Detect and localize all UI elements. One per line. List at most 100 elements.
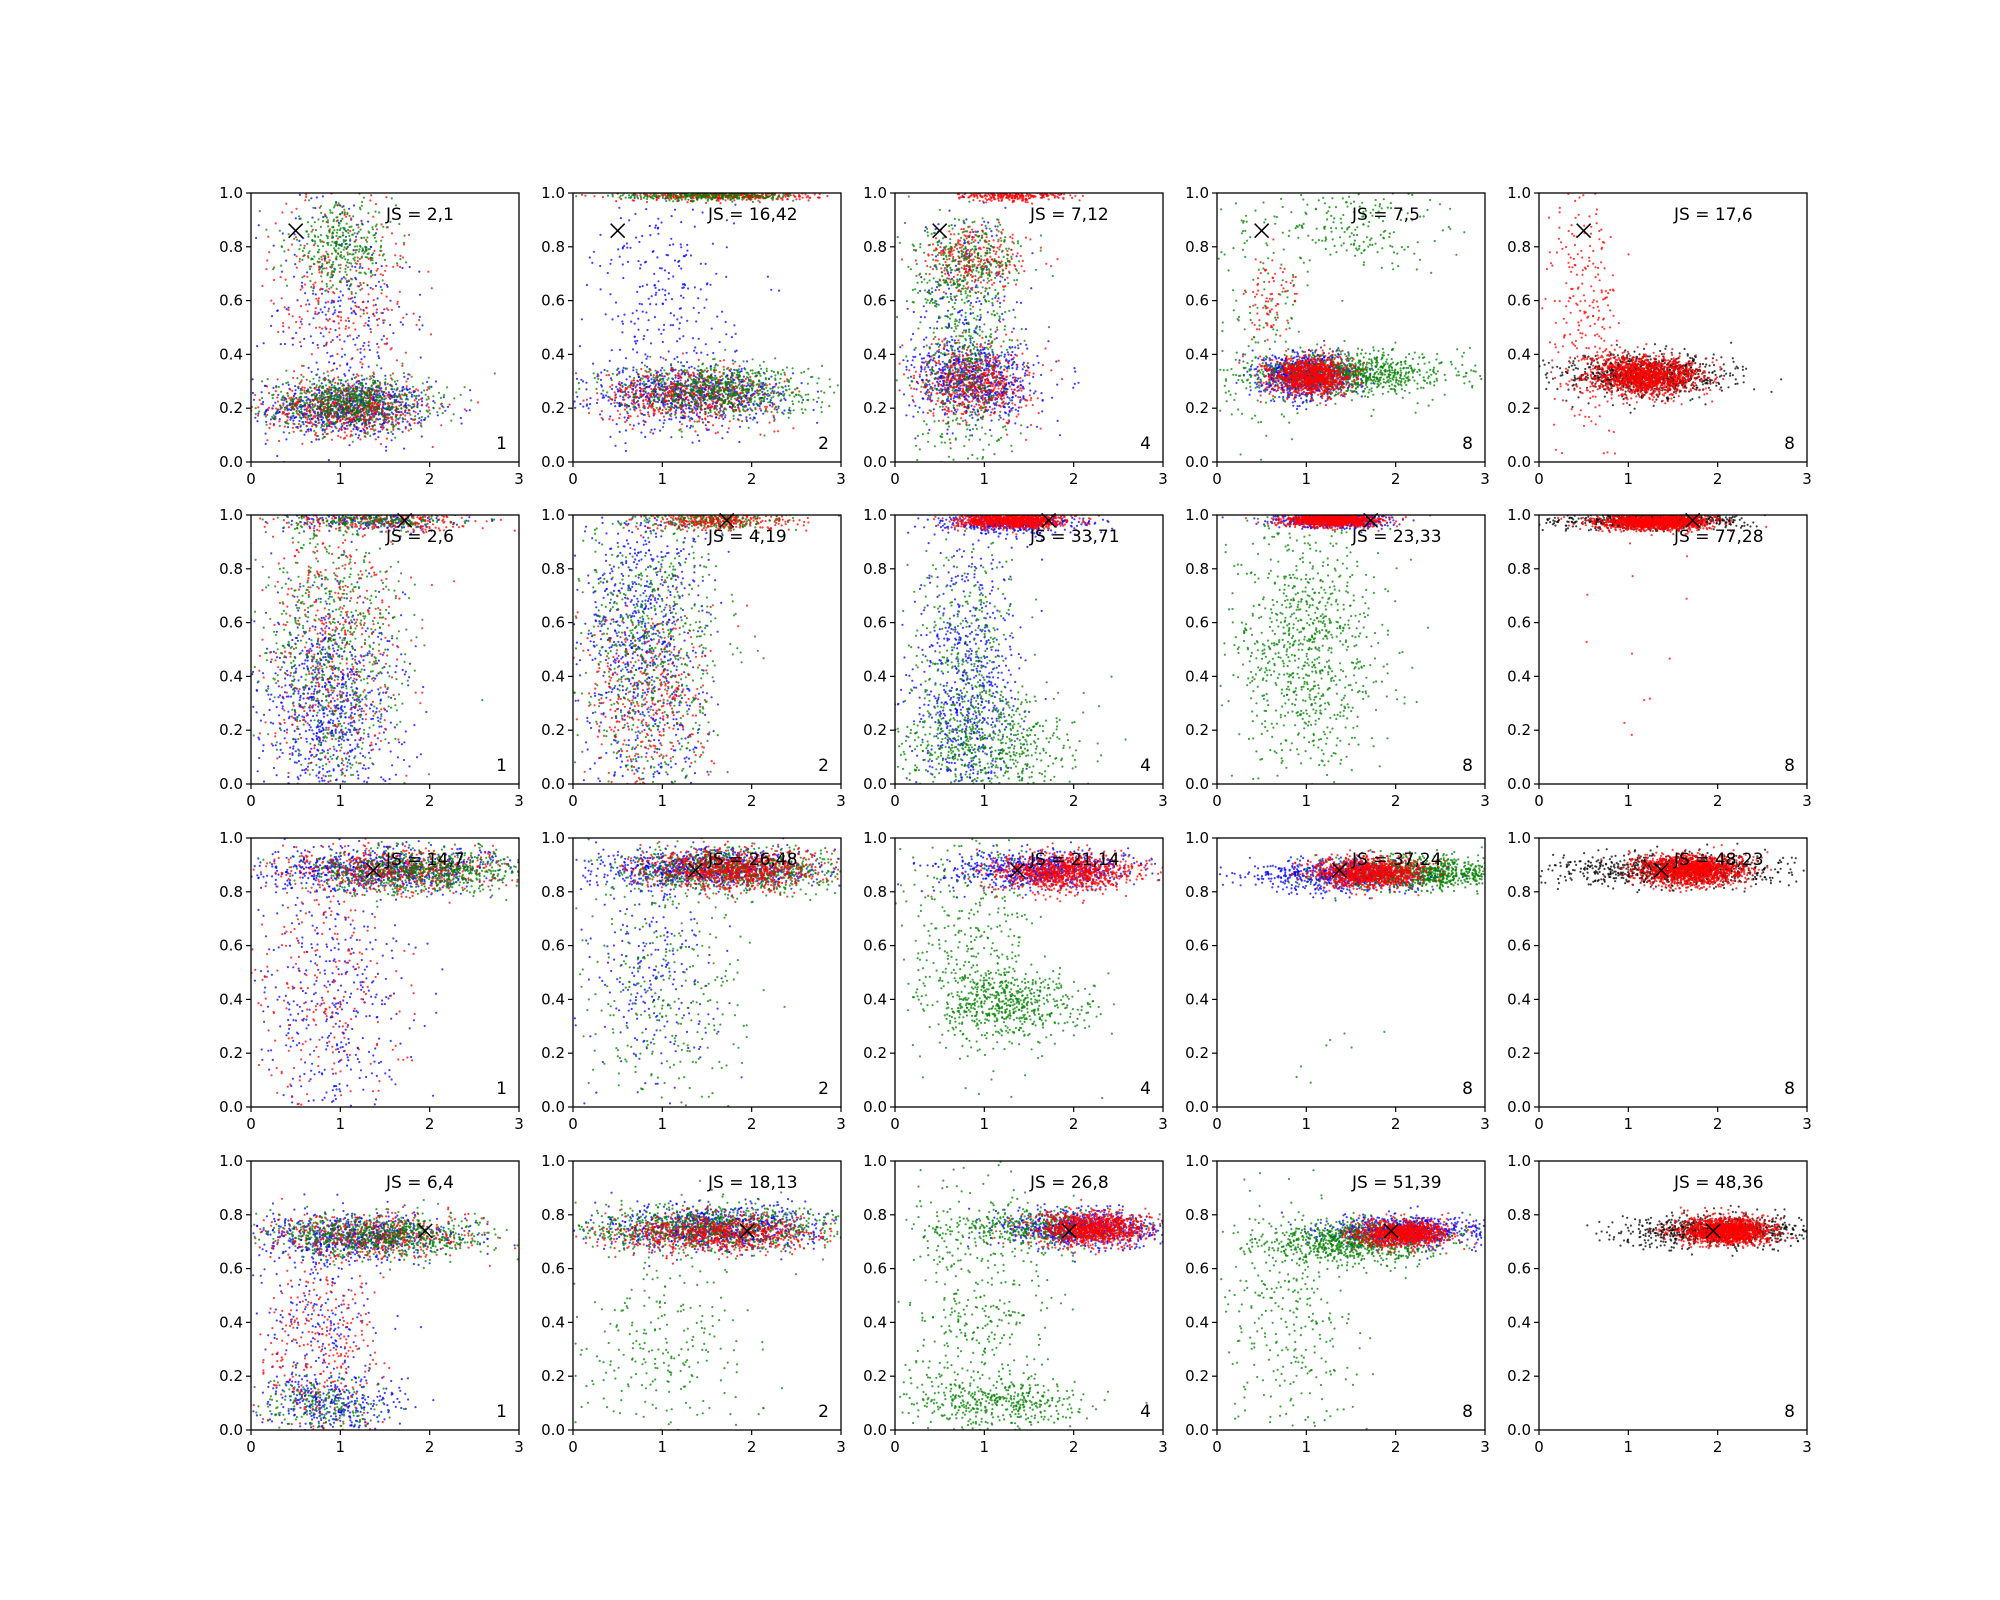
data-point [606, 271, 609, 275]
data-point [345, 247, 348, 250]
data-point [363, 355, 366, 358]
data-point [680, 221, 683, 224]
data-point [585, 403, 589, 406]
data-point [359, 429, 362, 433]
data-point [321, 392, 324, 395]
scatter-points [251, 193, 496, 462]
data-point [312, 262, 315, 265]
data-point [759, 433, 762, 436]
data-point [328, 287, 331, 290]
data-point [757, 196, 760, 199]
data-point [349, 412, 353, 415]
data-point [309, 428, 312, 431]
data-point [375, 223, 378, 226]
data-point [322, 372, 325, 375]
data-point [332, 410, 335, 413]
data-point [281, 232, 284, 235]
data-point [312, 289, 315, 292]
data-point [387, 308, 390, 311]
data-point [317, 302, 320, 306]
data-point [343, 208, 346, 211]
data-point [662, 404, 665, 407]
data-point [391, 407, 394, 410]
data-point [719, 382, 722, 385]
data-point [394, 204, 398, 207]
data-point [310, 272, 313, 275]
data-point [758, 201, 761, 204]
data-point [330, 299, 334, 302]
data-point [369, 387, 372, 390]
data-point [286, 412, 289, 416]
data-point [618, 380, 621, 384]
data-point [773, 430, 776, 433]
data-point [292, 395, 295, 398]
data-point [295, 331, 298, 334]
data-point [463, 386, 466, 389]
data-point [362, 397, 365, 400]
data-point [390, 388, 393, 391]
data-point [389, 323, 392, 326]
data-point [340, 422, 343, 425]
data-point [303, 414, 306, 417]
data-point [406, 398, 410, 401]
data-point [639, 263, 642, 266]
data-point [276, 309, 279, 312]
data-point [420, 415, 423, 419]
data-point [640, 303, 644, 306]
data-point [694, 430, 697, 433]
data-point [357, 405, 360, 408]
data-point [415, 397, 418, 400]
data-point [610, 349, 613, 352]
data-point [353, 232, 356, 235]
data-point [404, 351, 407, 354]
data-point [707, 421, 711, 424]
data-point [782, 390, 785, 393]
data-point [304, 292, 307, 295]
data-point [706, 392, 709, 396]
data-point [693, 349, 696, 352]
data-point [752, 403, 755, 406]
data-point [608, 418, 611, 421]
data-point [294, 263, 297, 266]
data-point [354, 433, 357, 436]
data-point [374, 284, 377, 287]
data-point [645, 200, 649, 204]
data-point [685, 361, 689, 364]
data-point [372, 416, 375, 419]
data-point [725, 275, 728, 278]
x-marker-icon [288, 223, 304, 239]
data-point [658, 288, 661, 292]
data-point [712, 351, 715, 355]
data-point [261, 380, 264, 383]
data-point [383, 413, 386, 416]
data-point [596, 398, 599, 401]
data-point [313, 394, 317, 397]
data-point [350, 377, 353, 380]
data-point [310, 413, 313, 416]
data-point [390, 411, 393, 414]
data-point [298, 414, 301, 417]
data-point [722, 412, 726, 415]
data-point [350, 225, 353, 228]
data-point [319, 384, 322, 387]
data-point [367, 419, 370, 422]
data-point [292, 337, 295, 340]
data-point [375, 311, 378, 314]
data-point [681, 195, 684, 198]
data-point [602, 394, 605, 397]
data-point [675, 409, 678, 412]
data-point [314, 293, 317, 296]
data-point [410, 417, 413, 420]
data-point [607, 399, 610, 402]
data-point [691, 441, 694, 444]
data-point [369, 199, 372, 202]
data-point [291, 412, 294, 415]
data-point [341, 347, 344, 350]
data-point [360, 255, 364, 258]
data-point [320, 292, 323, 295]
data-point [373, 236, 376, 239]
data-point [367, 319, 370, 323]
data-point [339, 227, 342, 230]
data-point [328, 412, 332, 415]
data-point [395, 359, 398, 362]
